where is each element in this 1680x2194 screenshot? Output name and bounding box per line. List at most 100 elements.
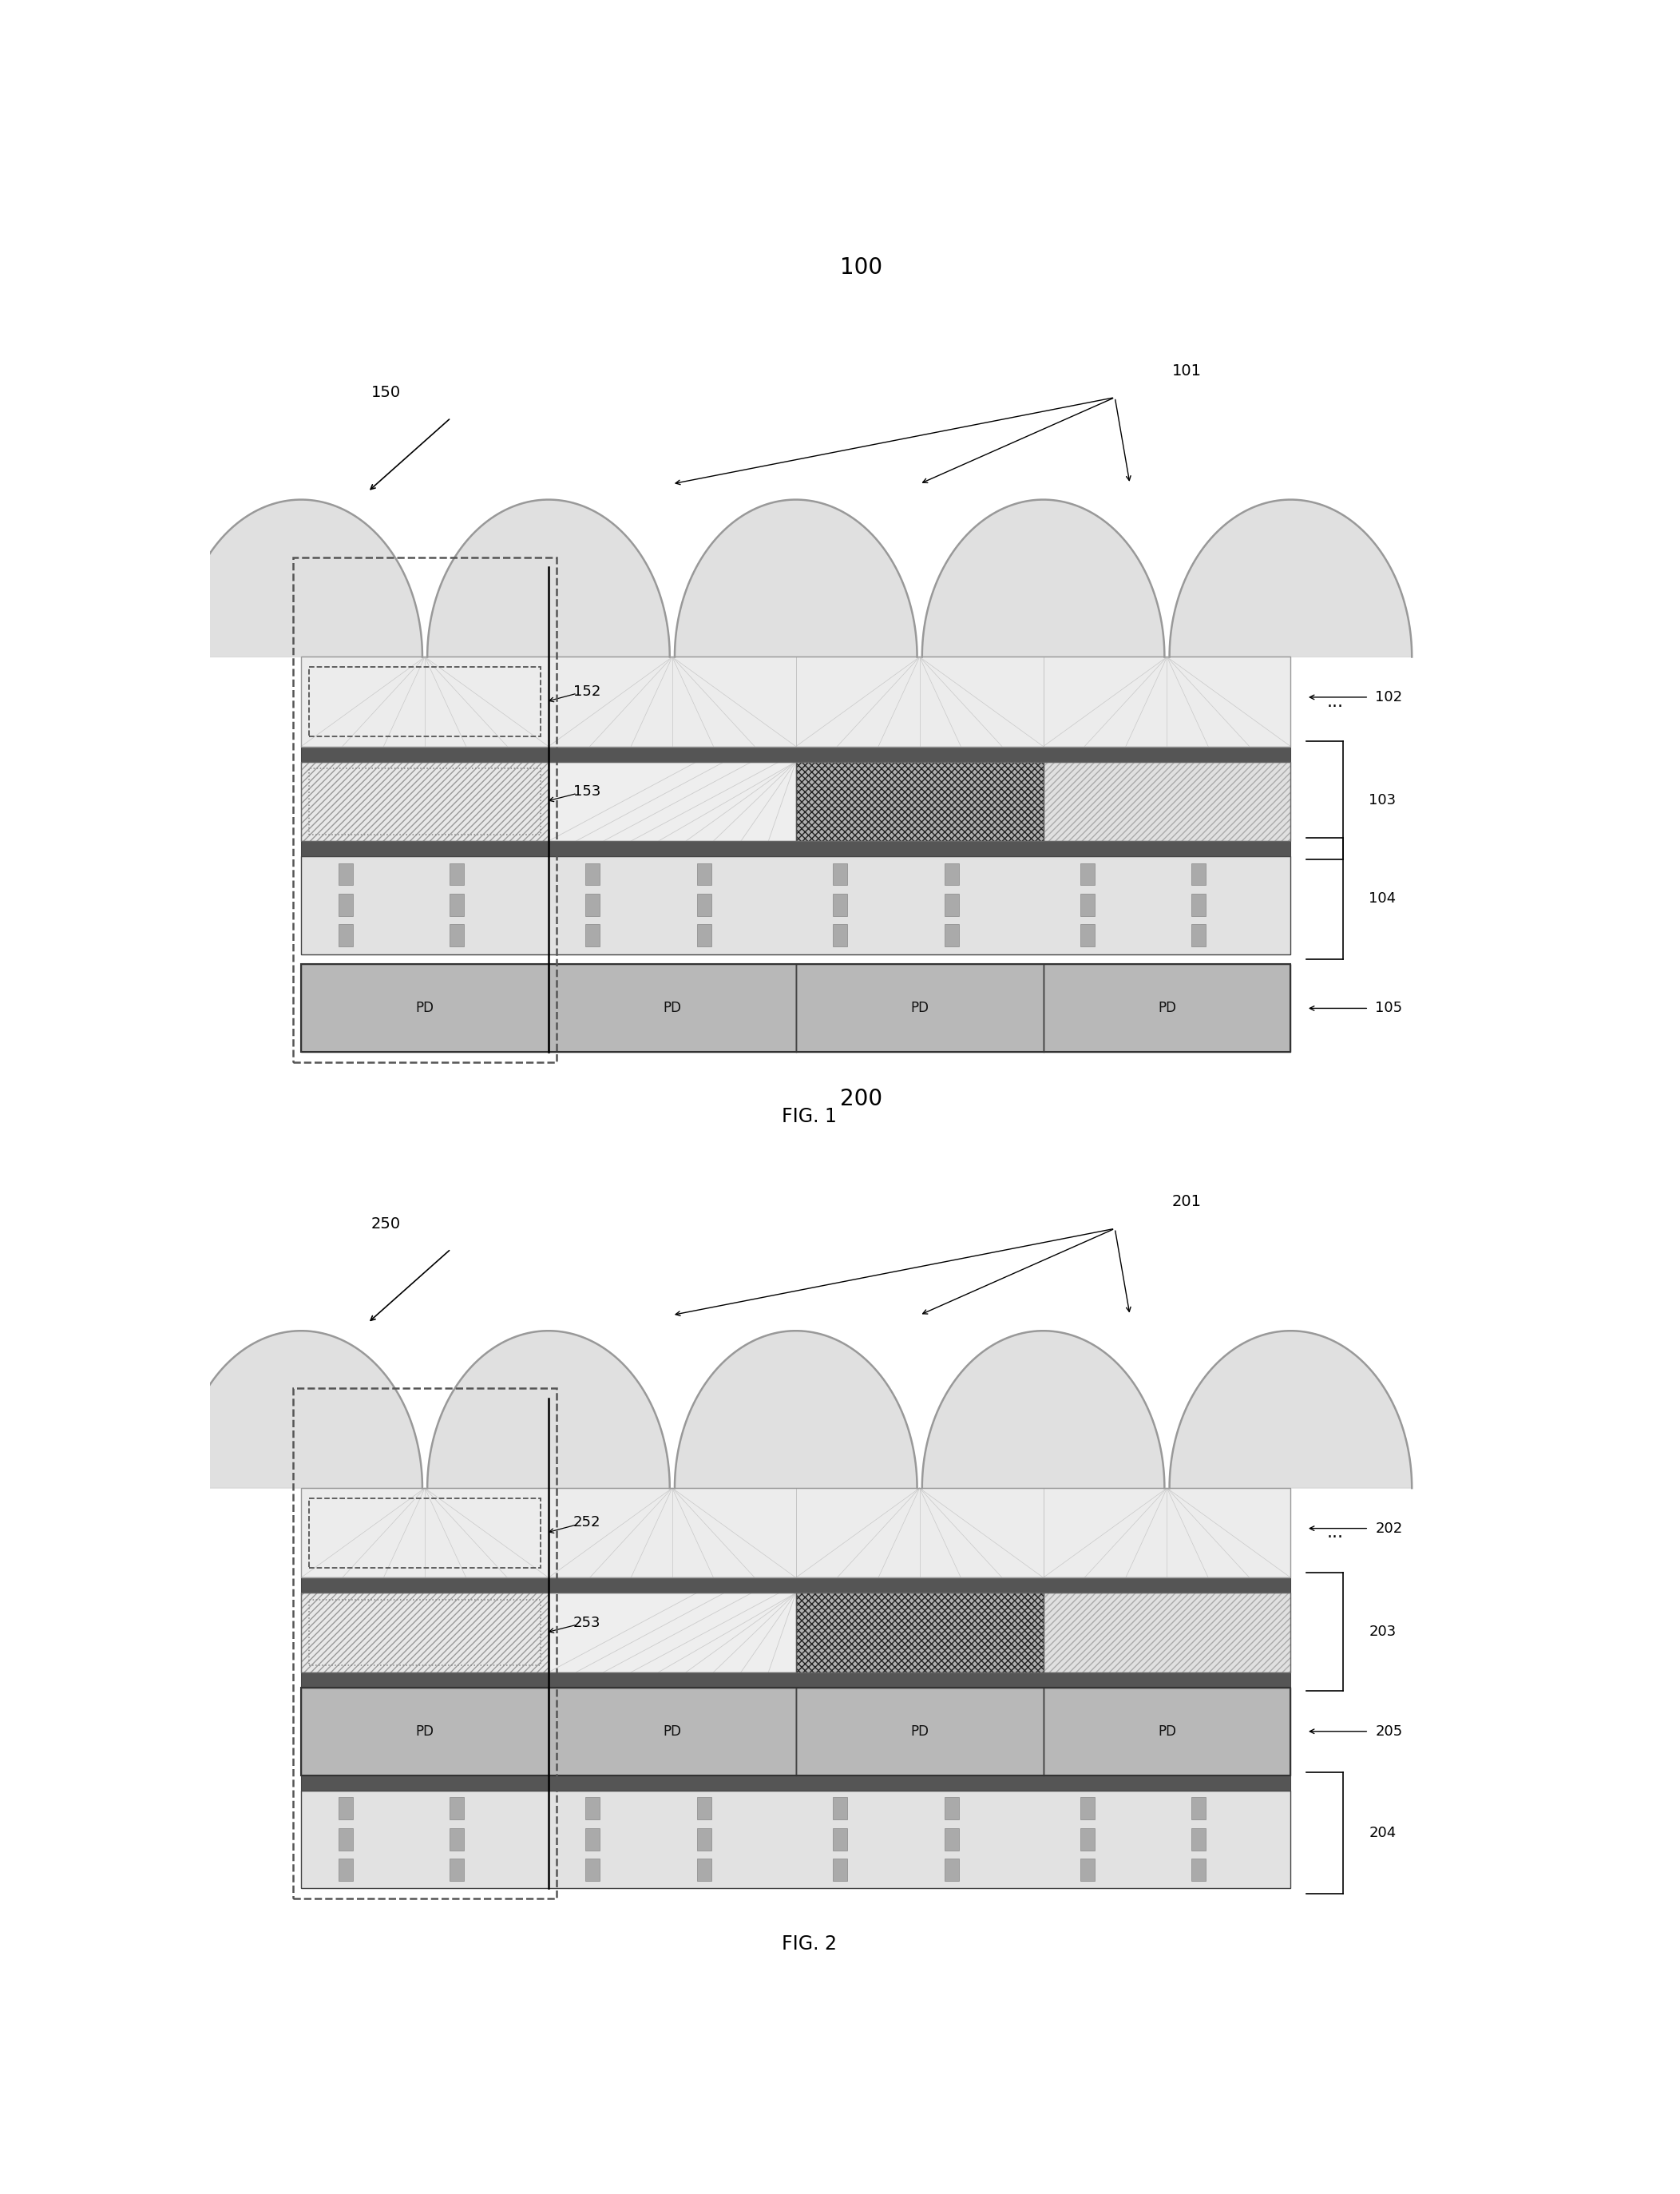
Bar: [301, 1593, 1290, 1672]
Polygon shape: [675, 500, 917, 656]
Bar: [944, 1858, 959, 1880]
Bar: [309, 768, 541, 834]
Bar: [697, 924, 711, 946]
Bar: [796, 656, 1043, 746]
Bar: [450, 924, 464, 946]
Bar: [309, 667, 541, 737]
Bar: [1080, 1797, 1095, 1819]
Text: FIG. 1: FIG. 1: [781, 1106, 837, 1126]
Bar: [697, 1828, 711, 1850]
Text: 153: 153: [573, 783, 601, 799]
Bar: [301, 1790, 1290, 1889]
Text: PD: PD: [415, 1724, 433, 1738]
Bar: [450, 1797, 464, 1819]
Bar: [697, 1797, 711, 1819]
Bar: [833, 862, 847, 886]
Bar: [549, 656, 796, 746]
Bar: [944, 924, 959, 946]
Bar: [294, 557, 556, 1062]
Text: 103: 103: [1369, 794, 1396, 807]
Bar: [796, 761, 1043, 840]
Bar: [586, 862, 600, 886]
Bar: [1191, 1858, 1206, 1880]
Bar: [338, 1858, 353, 1880]
Bar: [450, 862, 464, 886]
Bar: [301, 1687, 1290, 1775]
Bar: [301, 1687, 549, 1775]
Bar: [1191, 1797, 1206, 1819]
Bar: [833, 1858, 847, 1880]
Text: 203: 203: [1369, 1624, 1396, 1639]
Bar: [338, 1797, 353, 1819]
Bar: [586, 924, 600, 946]
Bar: [301, 1775, 1290, 1790]
Bar: [944, 862, 959, 886]
Text: ...: ...: [1327, 693, 1344, 709]
Text: 204: 204: [1369, 1825, 1396, 1841]
Bar: [586, 1858, 600, 1880]
Bar: [833, 924, 847, 946]
Bar: [338, 862, 353, 886]
Bar: [450, 1828, 464, 1850]
Bar: [301, 656, 1290, 746]
Bar: [549, 965, 796, 1053]
Bar: [301, 1488, 549, 1577]
Bar: [301, 656, 549, 746]
Bar: [301, 856, 1290, 954]
Bar: [944, 1828, 959, 1850]
Text: 104: 104: [1369, 891, 1396, 906]
Bar: [1080, 862, 1095, 886]
Bar: [796, 965, 1043, 1053]
Text: 102: 102: [1376, 689, 1403, 704]
Polygon shape: [180, 500, 422, 656]
Text: 105: 105: [1376, 1000, 1403, 1016]
Polygon shape: [675, 1332, 917, 1488]
Bar: [450, 893, 464, 915]
Bar: [833, 893, 847, 915]
Bar: [301, 1577, 1290, 1593]
Bar: [338, 924, 353, 946]
Bar: [301, 840, 1290, 856]
Bar: [1191, 893, 1206, 915]
Text: 202: 202: [1376, 1520, 1403, 1536]
Polygon shape: [1169, 1332, 1411, 1488]
Text: 253: 253: [573, 1615, 601, 1630]
Text: ...: ...: [1327, 1525, 1344, 1540]
Bar: [1080, 1828, 1095, 1850]
Bar: [796, 1488, 1043, 1577]
Polygon shape: [1169, 500, 1411, 656]
Bar: [1043, 656, 1290, 746]
Bar: [549, 1488, 796, 1577]
Bar: [549, 1687, 796, 1775]
Text: 205: 205: [1376, 1724, 1403, 1738]
Bar: [301, 965, 1290, 1053]
Bar: [1043, 965, 1290, 1053]
Bar: [1043, 1687, 1290, 1775]
Bar: [1080, 893, 1095, 915]
Bar: [697, 893, 711, 915]
Bar: [1191, 862, 1206, 886]
Polygon shape: [180, 1332, 422, 1488]
Text: PD: PD: [415, 1000, 433, 1016]
Polygon shape: [427, 1332, 670, 1488]
Polygon shape: [427, 500, 670, 656]
Text: 250: 250: [371, 1215, 400, 1231]
Bar: [586, 1797, 600, 1819]
Bar: [309, 1499, 541, 1567]
Text: PD: PD: [664, 1000, 682, 1016]
Text: PD: PD: [1158, 1000, 1176, 1016]
Bar: [1080, 924, 1095, 946]
Text: 100: 100: [840, 257, 882, 279]
Bar: [833, 1797, 847, 1819]
Bar: [338, 893, 353, 915]
Bar: [450, 1858, 464, 1880]
Text: 200: 200: [840, 1088, 882, 1110]
Text: PD: PD: [911, 1000, 929, 1016]
Text: 152: 152: [573, 685, 601, 698]
Bar: [301, 761, 549, 840]
Bar: [586, 893, 600, 915]
Bar: [586, 1828, 600, 1850]
Bar: [796, 1593, 1043, 1672]
Bar: [338, 1828, 353, 1850]
Text: 252: 252: [573, 1516, 601, 1529]
